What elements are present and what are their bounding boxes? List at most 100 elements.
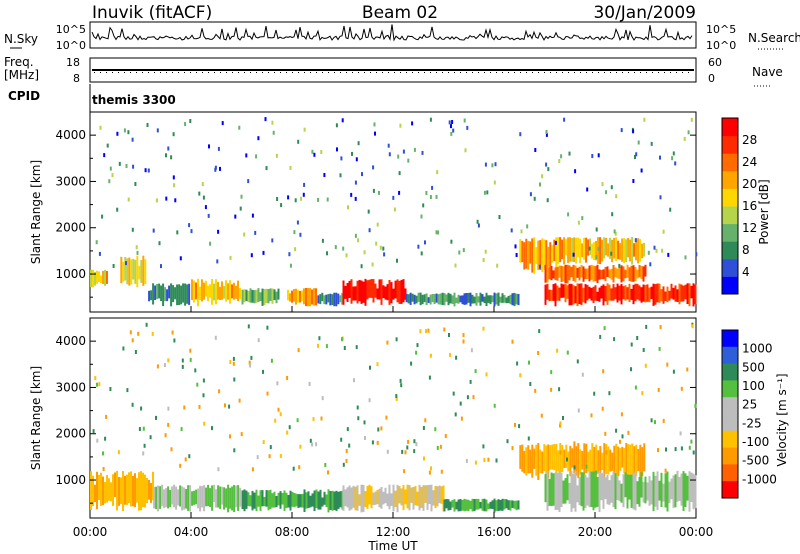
data-cell	[240, 194, 243, 199]
x-tick-label: 00:00	[679, 525, 714, 539]
data-cell	[215, 489, 218, 508]
data-cell	[156, 128, 159, 133]
data-cell	[660, 289, 663, 302]
data-cell	[650, 141, 653, 146]
data-cell	[395, 337, 398, 342]
nave-dot	[538, 72, 539, 73]
data-cell	[248, 360, 251, 365]
data-cell	[461, 295, 464, 305]
data-cell	[110, 482, 112, 502]
data-cell	[341, 337, 343, 342]
data-cell	[560, 283, 563, 298]
data-cell	[422, 426, 425, 430]
data-cell	[92, 269, 94, 288]
nave-dot	[292, 72, 293, 73]
data-cell	[249, 288, 252, 303]
data-cell	[667, 252, 670, 257]
data-cell	[371, 440, 374, 445]
data-cell	[321, 238, 324, 243]
y-tick-label: 2000	[55, 427, 86, 441]
data-cell	[630, 474, 633, 508]
data-cell	[387, 143, 390, 148]
data-cell	[348, 280, 351, 298]
power-panel-frame	[89, 111, 697, 313]
data-cell	[590, 413, 593, 418]
data-cell	[617, 446, 620, 477]
data-cell	[302, 192, 305, 197]
data-cell	[518, 424, 521, 429]
x-tick-label: 04:00	[174, 525, 209, 539]
data-cell	[482, 258, 485, 262]
data-cell	[274, 418, 277, 423]
data-cell	[286, 376, 289, 380]
nave-dot	[286, 72, 287, 73]
data-cell	[545, 130, 548, 134]
data-cell	[303, 288, 305, 305]
data-cell	[265, 166, 268, 171]
data-cell	[605, 444, 608, 475]
data-cell	[271, 288, 274, 304]
nave-dot	[238, 72, 239, 73]
data-cell	[549, 445, 552, 470]
nave-dot	[142, 72, 143, 73]
nave-dot	[616, 72, 617, 73]
data-cell	[311, 149, 314, 154]
data-cell	[357, 416, 360, 421]
data-cell	[392, 195, 395, 200]
data-cell	[615, 443, 618, 480]
data-cell	[601, 406, 604, 411]
data-cell	[231, 284, 233, 299]
data-cell	[249, 363, 252, 368]
data-cell	[607, 243, 610, 257]
data-cell	[229, 255, 232, 260]
data-cell	[288, 425, 291, 430]
data-cell	[469, 292, 472, 307]
data-cell	[309, 288, 311, 307]
data-cell	[483, 190, 486, 195]
x-tick-label: 00:00	[73, 525, 108, 539]
data-cell	[251, 213, 254, 218]
data-cell	[579, 449, 582, 475]
data-cell	[658, 283, 661, 303]
velocity-colorbar-segment	[722, 414, 738, 432]
velocity-ylabel: Slant Range [km]	[29, 366, 43, 470]
data-cell	[538, 264, 541, 269]
data-cell	[152, 283, 155, 305]
data-cell	[273, 491, 276, 508]
data-cell	[203, 485, 206, 512]
data-cell	[466, 125, 469, 130]
data-cell	[185, 489, 188, 509]
data-cell	[628, 283, 631, 302]
data-cell	[218, 389, 221, 394]
data-cell	[269, 288, 272, 301]
data-cell	[597, 246, 600, 251]
data-cell	[198, 404, 201, 409]
data-cell	[624, 472, 627, 498]
data-cell	[201, 486, 204, 508]
data-cell	[122, 346, 125, 351]
nave-dot	[622, 72, 623, 73]
y-tick-label: 3000	[55, 174, 86, 188]
data-cell	[511, 293, 514, 306]
data-cell	[434, 485, 437, 509]
data-cell	[482, 326, 485, 331]
data-cell	[541, 174, 544, 179]
data-cell	[644, 363, 647, 368]
data-cell	[277, 288, 280, 300]
data-cell	[563, 117, 566, 122]
data-cell	[598, 269, 601, 280]
data-cell	[596, 264, 599, 284]
data-cell	[372, 165, 375, 170]
data-cell	[644, 264, 647, 277]
data-cell	[366, 485, 369, 509]
data-cell	[612, 265, 615, 283]
data-cell	[618, 263, 621, 268]
data-cell	[631, 237, 634, 265]
nave-dot	[430, 72, 431, 73]
data-cell	[201, 279, 203, 302]
data-cell	[241, 289, 244, 305]
data-cell	[595, 255, 598, 260]
data-cell	[273, 289, 276, 301]
data-cell	[264, 117, 267, 122]
data-cell	[388, 484, 391, 510]
